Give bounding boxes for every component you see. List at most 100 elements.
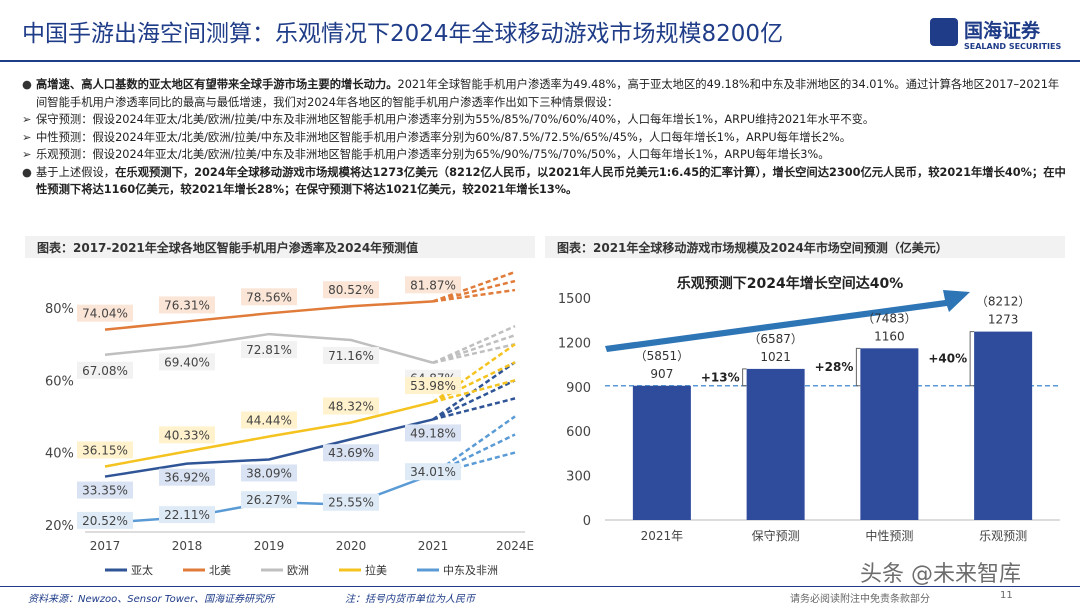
x-tick-label: 2019 (254, 539, 285, 553)
y-tick-label: 0 (583, 514, 591, 529)
bar (746, 368, 805, 520)
value-label: 1021 (760, 350, 791, 364)
bar-chart: 图表：2021年全球移动游戏市场规模及2024年市场空间预测（亿美元） 0 300 6… (545, 236, 1065, 543)
data-label: 74.04% (82, 307, 128, 321)
projection-line (432, 279, 516, 303)
bullets: ● 高增速、高人口基数的亚太地区有望带来全球手游市场主要的增长动力。2021年全球… (22, 76, 1067, 199)
chart-title: 图表：2021年全球移动游戏市场规模及2024年市场空间预测（亿美元） (557, 240, 948, 255)
label-box (77, 511, 133, 529)
y-tick-label: 600 (566, 425, 591, 440)
label-box (405, 377, 461, 395)
header-rule (0, 60, 1080, 62)
legend-label: 亚太 (131, 564, 153, 577)
y-tick-label: 1500 (558, 292, 591, 307)
label-box (241, 491, 297, 509)
projection-line (432, 343, 516, 364)
bullet-text: 中性预测：假设2024年亚太/北美/欧洲/拉美/中东及非洲地区智能手机用户渗透率… (36, 129, 851, 147)
data-label: 40.33% (164, 428, 210, 442)
bullet-marker: ● (22, 78, 32, 91)
data-label: 43.69% (328, 446, 374, 460)
source: 资料来源：Newzoo、Sensor Tower、国海证券研究所 (28, 594, 275, 605)
bullet-part: 乐观预测：假设2024年亚太/北美/欧洲/拉美/中东及非洲地区智能手机用户渗透率… (36, 148, 830, 161)
data-label: 80.52% (328, 283, 374, 297)
label-box (241, 341, 297, 359)
data-label: 36.92% (164, 471, 210, 485)
chart-title-band (25, 236, 535, 258)
data-label: 26.27% (246, 493, 292, 507)
watermark: 头条 @未来智库 (860, 562, 1021, 587)
x-tick-label: 2021 (418, 539, 449, 553)
bullet: ➢ 中性预测：假设2024年亚太/北美/欧洲/拉美/中东及非洲地区智能手机用户渗透… (22, 129, 1067, 147)
data-label: 76.31% (164, 298, 210, 312)
series-line (104, 300, 434, 331)
x-tick-label: 中性预测 (865, 528, 913, 543)
label-box (241, 288, 297, 306)
value-label: 1160 (874, 329, 905, 343)
label-box (159, 426, 215, 444)
bullet-text: 保守预测：假设2024年亚太/北美/欧洲/拉美/中东及非洲地区智能手机用户渗透率… (36, 111, 874, 129)
value-label: 1273 (988, 313, 1019, 327)
y-tick-label: 20% (45, 519, 74, 534)
label-box (77, 304, 133, 322)
y-tick-label: 900 (566, 381, 591, 396)
label-box (77, 361, 133, 379)
bullet-part: 在乐观预测下，2024年全球移动游戏市场规模将达1273亿美元（8212亿人民币… (36, 165, 1066, 197)
data-label: 48.32% (328, 400, 374, 414)
data-label: 34.01% (410, 465, 456, 479)
data-label: 71.16% (328, 349, 374, 363)
x-tick-label: 2018 (172, 539, 203, 553)
x-tick-label: 乐观预测 (979, 529, 1027, 543)
footer-rule (0, 586, 1080, 587)
data-label: 25.55% (328, 496, 374, 510)
growth-label: +13% (701, 370, 740, 384)
data-label: 81.87% (410, 278, 456, 292)
bullet-part: 保守预测：假设2024年亚太/北美/欧洲/拉美/中东及非洲地区智能手机用户渗透率… (36, 113, 875, 126)
y-tick-label: 80% (45, 302, 74, 317)
label-box (241, 464, 297, 482)
page-number: 11 (1000, 590, 1013, 601)
bullet-marker: ➢ (22, 130, 32, 144)
data-label: 49.18% (410, 426, 456, 440)
value-label: 907 (650, 367, 673, 381)
label-box (323, 347, 379, 365)
projection-line (432, 451, 516, 476)
bullet: ➢ 保守预测：假设2024年亚太/北美/欧洲/拉美/中东及非洲地区智能手机用户渗透… (22, 111, 1067, 129)
data-label: 67.08% (82, 364, 128, 378)
y-tick-label: 1200 (558, 336, 591, 351)
x-tick-label: 2020 (336, 539, 367, 553)
data-label: 22.11% (164, 508, 210, 522)
projection-line (432, 379, 516, 421)
data-label: 38.09% (246, 466, 292, 480)
y-tick-label: 60% (45, 374, 74, 389)
projection-line (432, 270, 516, 303)
data-label: 36.15% (82, 443, 128, 457)
series-line (104, 418, 434, 478)
legend-label: 北美 (209, 564, 231, 577)
logo-sub: SEALAND SECURITIES (964, 42, 1062, 51)
bullet-text: 高增速、高人口基数的亚太地区有望带来全球手游市场主要的增长动力。2021年全球智… (36, 76, 1067, 111)
legend-label: 中东及非洲 (443, 564, 498, 577)
label-box (405, 276, 461, 294)
data-label: 78.56% (246, 290, 292, 304)
growth-label: +28% (815, 360, 854, 374)
projection-line (432, 433, 516, 476)
label-box (241, 411, 297, 429)
bullet-text: 乐观预测：假设2024年亚太/北美/欧洲/拉美/中东及非洲地区智能手机用户渗透率… (36, 146, 830, 164)
label-box (405, 463, 461, 481)
bullet-marker: ➢ (22, 148, 32, 161)
rmb-label: （8212） (976, 295, 1031, 309)
bullet-text: 基于上述假设，在乐观预测下，2024年全球移动游戏市场规模将达1273亿美元（8… (36, 164, 1067, 199)
bullet-part: 基于上述假设， (36, 165, 116, 179)
bar (974, 331, 1033, 520)
series-line (104, 400, 434, 468)
projection-line (432, 361, 516, 404)
disclaimer: 请务必阅读附注中免责条款部分 (790, 594, 930, 605)
label-box (159, 296, 215, 314)
label-box (323, 397, 379, 415)
data-label: 69.40% (164, 355, 210, 369)
bar (632, 385, 691, 520)
growth-label: +40% (928, 352, 967, 366)
label-box (323, 281, 379, 299)
x-tick-label: 2017 (90, 539, 121, 553)
